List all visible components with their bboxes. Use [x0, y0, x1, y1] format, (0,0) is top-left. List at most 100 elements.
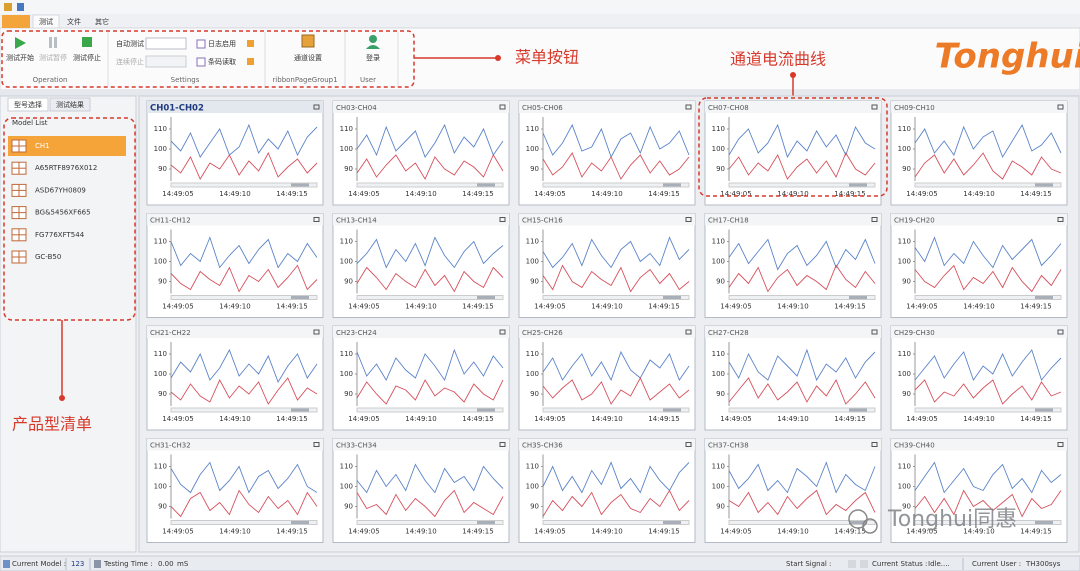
scroll-thumb[interactable] [477, 183, 495, 187]
ribbon-button[interactable]: 测试开始 [6, 53, 34, 62]
x-tick-label: 14:49:15 [834, 303, 865, 311]
panel-button[interactable] [1057, 329, 1064, 335]
panel-button[interactable] [871, 442, 878, 447]
scroll-thumb[interactable] [291, 296, 309, 299]
scroll-thumb[interactable] [1035, 296, 1053, 299]
scroll-thumb[interactable] [849, 296, 867, 299]
scrollbar[interactable] [728, 182, 876, 188]
scroll-thumb[interactable] [1035, 183, 1053, 187]
chart-panel[interactable] [146, 213, 324, 318]
panel-button[interactable] [499, 104, 506, 110]
ribbon-tab[interactable]: 其它 [95, 17, 109, 26]
scrollbar[interactable] [728, 407, 876, 413]
panel-button[interactable] [1057, 217, 1064, 222]
scrollbar[interactable] [356, 295, 504, 300]
scrollbar[interactable] [914, 520, 1062, 525]
panel-button[interactable] [1057, 442, 1064, 447]
panel-button[interactable] [685, 329, 692, 335]
scrollbar[interactable] [542, 295, 690, 300]
model-item[interactable]: CH1 [35, 142, 50, 150]
panel-button[interactable] [313, 442, 320, 447]
chart-panel[interactable] [332, 213, 510, 318]
scroll-thumb[interactable] [291, 408, 309, 412]
panel-button[interactable] [1057, 104, 1064, 110]
chart-panel[interactable] [518, 325, 696, 431]
scrollbar[interactable] [542, 520, 690, 525]
panel-button[interactable] [313, 217, 320, 222]
scrollbar[interactable] [170, 182, 318, 188]
chart-panel[interactable] [704, 325, 882, 431]
chart-panel[interactable] [146, 100, 324, 206]
chart-panel[interactable] [704, 438, 882, 543]
chart-panel[interactable] [332, 438, 510, 543]
app-menu-button[interactable] [2, 15, 30, 28]
model-item[interactable]: FG776XFT544 [35, 231, 85, 239]
scroll-thumb[interactable] [291, 183, 309, 187]
ribbon-tab[interactable]: 测试 [39, 17, 53, 26]
ribbon-button[interactable]: 通道设置 [294, 53, 322, 62]
chart-panel[interactable] [518, 100, 696, 206]
ribbon-button[interactable]: 登录 [366, 53, 380, 62]
ribbon-button[interactable]: 日志启用 [208, 39, 236, 48]
panel-button[interactable] [313, 329, 320, 335]
panel-button[interactable] [499, 217, 506, 222]
scroll-thumb[interactable] [477, 296, 495, 299]
scrollbar[interactable] [170, 295, 318, 300]
scroll-thumb[interactable] [291, 521, 309, 524]
scrollbar[interactable] [170, 407, 318, 413]
scrollbar[interactable] [356, 182, 504, 188]
scroll-thumb[interactable] [477, 521, 495, 524]
model-item[interactable]: ASD67YH0809 [35, 186, 86, 194]
scroll-thumb[interactable] [663, 521, 681, 524]
scroll-thumb[interactable] [663, 408, 681, 412]
ribbon-check[interactable]: 连续停止 [116, 57, 144, 66]
scrollbar[interactable] [914, 182, 1062, 188]
ribbon-tab[interactable]: 文件 [67, 17, 81, 26]
model-item[interactable]: GC-B50 [35, 253, 61, 261]
panel-button[interactable] [871, 217, 878, 222]
scroll-thumb[interactable] [1035, 521, 1053, 524]
chart-panel[interactable] [146, 438, 324, 543]
ribbon-button[interactable]: 测试停止 [73, 53, 101, 62]
panel-tab-label[interactable]: 测试结果 [56, 100, 84, 109]
scroll-thumb[interactable] [849, 521, 867, 524]
chart-panel[interactable] [332, 325, 510, 431]
scrollbar[interactable] [542, 407, 690, 413]
chart-panel[interactable] [890, 438, 1068, 543]
panel-tab-label[interactable]: 型号选择 [14, 100, 42, 109]
ribbon-check[interactable]: 自动测试 [116, 39, 144, 48]
scroll-thumb[interactable] [663, 296, 681, 299]
chart-panel[interactable] [332, 100, 510, 206]
scrollbar[interactable] [728, 520, 876, 525]
panel-button[interactable] [685, 217, 692, 222]
scroll-thumb[interactable] [663, 183, 681, 187]
model-item[interactable]: BG&5456XF665 [35, 209, 91, 217]
panel-button[interactable] [313, 104, 320, 110]
chart-panel[interactable] [146, 325, 324, 431]
scrollbar[interactable] [914, 295, 1062, 300]
chart-panel[interactable] [704, 213, 882, 318]
scroll-thumb[interactable] [849, 408, 867, 412]
panel-button[interactable] [685, 104, 692, 110]
chart-panel[interactable] [890, 100, 1068, 206]
panel-button[interactable] [499, 442, 506, 447]
model-item[interactable]: A65RTF8976X012 [35, 164, 97, 172]
chart-panel[interactable] [518, 213, 696, 318]
panel-button[interactable] [499, 329, 506, 335]
scroll-thumb[interactable] [477, 408, 495, 412]
scroll-thumb[interactable] [849, 183, 867, 187]
ribbon-button[interactable]: 测试暂停 [39, 53, 67, 62]
scrollbar[interactable] [542, 182, 690, 188]
panel-button[interactable] [685, 442, 692, 447]
chart-panel[interactable] [890, 213, 1068, 318]
panel-button[interactable] [871, 104, 878, 110]
scrollbar[interactable] [170, 520, 318, 525]
ribbon-button[interactable]: 条码读取 [208, 57, 236, 66]
scrollbar[interactable] [356, 520, 504, 525]
scrollbar[interactable] [356, 407, 504, 413]
scroll-thumb[interactable] [1035, 408, 1053, 412]
scrollbar[interactable] [914, 407, 1062, 413]
scrollbar[interactable] [728, 295, 876, 300]
chart-panel[interactable] [890, 325, 1068, 431]
panel-button[interactable] [871, 329, 878, 335]
